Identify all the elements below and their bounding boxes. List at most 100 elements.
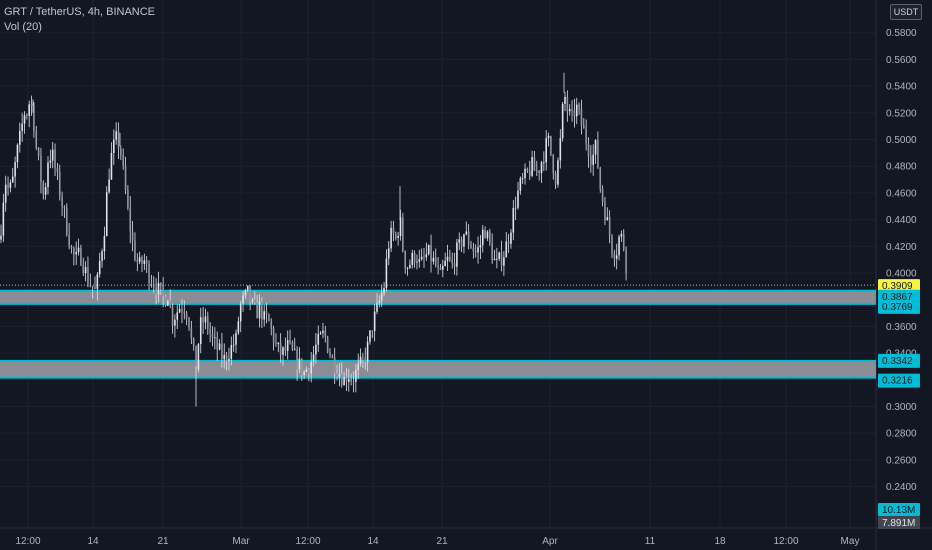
candle-body [479, 244, 482, 248]
candle-body [331, 355, 334, 358]
candle-body [547, 135, 550, 139]
candle-body [578, 104, 580, 110]
candle-body [145, 260, 148, 264]
candle-body [209, 328, 211, 334]
zone-bottom-tag-bg [878, 373, 920, 388]
candle-body [237, 321, 240, 333]
candle-body [585, 128, 587, 144]
candle-body [446, 256, 449, 261]
symbol-title[interactable]: GRT / TetherUS, 4h, BINANCE [4, 6, 156, 18]
x-tick-label: 11 [645, 536, 656, 547]
candle-body [35, 131, 38, 148]
candle-body [242, 295, 244, 304]
x-tick-label: 14 [87, 536, 99, 547]
currency-badge[interactable]: USDT [890, 4, 922, 20]
candle-body [566, 96, 569, 112]
candle-body [550, 135, 552, 155]
candle-body [362, 356, 364, 358]
price-axis[interactable]: 0.5800 0.5600 0.5400 0.5200 0.5000 0.4800 0.46… [886, 28, 917, 493]
candle-body [373, 311, 376, 332]
candle-body [122, 155, 124, 166]
candle-body [197, 344, 200, 370]
candle-body [505, 241, 508, 258]
candle-body [310, 361, 312, 374]
candle-body [261, 301, 263, 320]
candle-body [411, 252, 414, 265]
y-tick-label: 0.5400 [886, 82, 917, 93]
candle-body [101, 251, 103, 261]
candle-body [442, 265, 444, 270]
candle-body [413, 252, 416, 263]
candle-body [355, 370, 357, 382]
candle-body [404, 250, 406, 269]
candle-body [620, 233, 623, 237]
candle-body [131, 231, 134, 241]
candle-body [512, 208, 515, 233]
x-tick-label: Apr [542, 536, 558, 547]
candle-body [465, 231, 468, 235]
candle-body [484, 229, 486, 239]
candle-body [528, 170, 531, 176]
candle-body [221, 343, 223, 360]
candle-body [148, 263, 150, 284]
y-tick-label: 0.4000 [886, 269, 917, 280]
candle-body [486, 231, 489, 239]
candle-body [105, 192, 108, 236]
candle-body [531, 157, 533, 176]
candle-body [23, 115, 26, 124]
candle-body [0, 235, 2, 240]
candle-body [343, 376, 345, 386]
candle-body [333, 357, 336, 374]
candle-body [49, 160, 52, 163]
volume-indicator-label[interactable]: Vol (20) [4, 21, 42, 33]
candles [0, 72, 627, 407]
candle-body [622, 233, 625, 250]
x-tick-label: 14 [367, 536, 379, 547]
volume-ma-tag: 7.891M [882, 518, 915, 529]
candle-body [164, 296, 167, 306]
candle-body [583, 125, 585, 129]
time-axis[interactable]: 12:00 14 21 Mar 12:00 14 21 Apr 11 18 12:00 May [15, 536, 859, 547]
candle-body [84, 267, 87, 274]
candle-body [56, 167, 59, 172]
candle-body [218, 343, 221, 350]
y-tick-label: 0.3000 [886, 402, 917, 413]
x-tick-label: Mar [232, 536, 250, 547]
candle-body [96, 274, 99, 289]
candle-body [28, 104, 30, 116]
candle-body [571, 109, 573, 111]
candle-body [500, 252, 503, 266]
candle-body [434, 257, 437, 266]
candle-body [383, 288, 385, 294]
candle-body [348, 379, 350, 382]
candle-body [597, 139, 599, 168]
candle-body [399, 217, 402, 236]
candle-body [256, 302, 258, 319]
candle-body [416, 261, 418, 263]
candle-body [141, 257, 143, 264]
candle-body [195, 345, 197, 370]
candle-body [564, 96, 566, 105]
candle-body [359, 356, 362, 364]
candle-body [350, 379, 352, 382]
candle-body [357, 363, 359, 371]
candle-body [129, 207, 132, 232]
candle-body [625, 249, 627, 274]
candle-body [324, 330, 327, 337]
candle-body [369, 330, 371, 342]
candle-body [340, 373, 343, 386]
candle-body [573, 110, 576, 117]
candle-body [136, 260, 139, 262]
candle-body [199, 317, 202, 345]
candle-body [108, 179, 110, 193]
candle-body [395, 233, 397, 238]
candle-body [449, 256, 451, 260]
candle-body [615, 255, 618, 259]
last-price-tag: 0.3909 [882, 281, 913, 292]
candle-body [427, 244, 430, 255]
candle-body [559, 138, 562, 161]
candle-body [608, 217, 611, 236]
candle-body [592, 154, 594, 165]
candle-body [207, 316, 209, 329]
